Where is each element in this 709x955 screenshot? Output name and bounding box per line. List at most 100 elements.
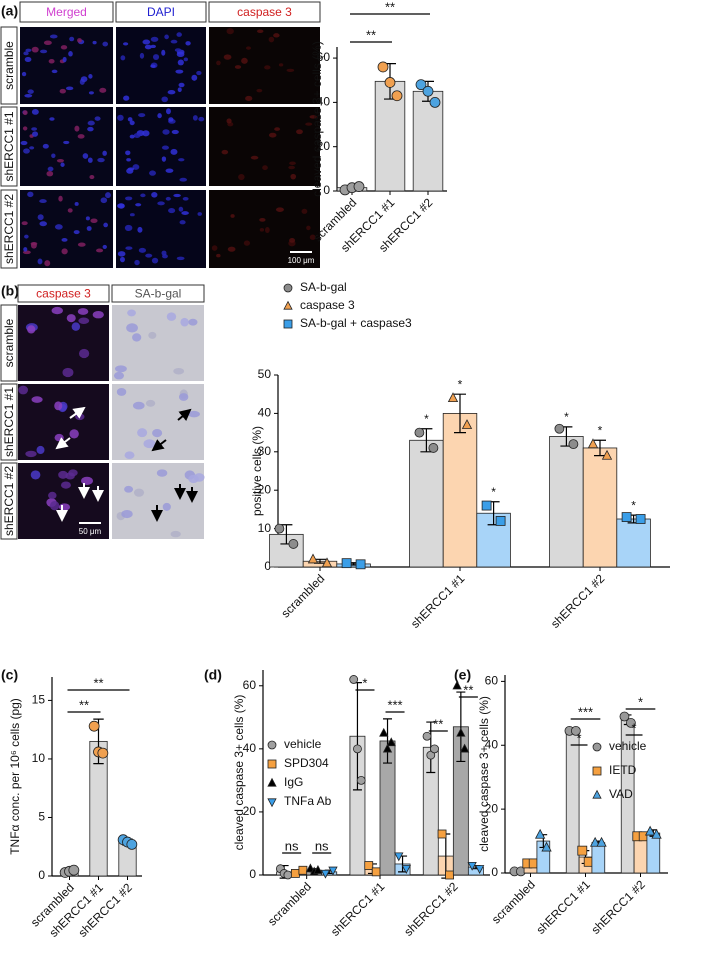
data-point xyxy=(601,449,613,460)
micrograph xyxy=(112,305,204,381)
cell xyxy=(31,46,39,53)
legend-marker xyxy=(283,300,293,310)
column-header: DAPI xyxy=(147,5,175,19)
micrographs: Merged DAPI caspase 3 scramble shERCC1 #1 shE… xyxy=(0,1,321,540)
cell xyxy=(216,60,221,66)
cell xyxy=(63,140,70,145)
cell xyxy=(97,157,105,163)
legend-label: IgG xyxy=(284,775,303,789)
cell xyxy=(256,88,263,93)
cell xyxy=(132,164,140,170)
cell xyxy=(127,117,133,122)
cell xyxy=(60,481,71,489)
cell xyxy=(59,88,66,94)
bar xyxy=(591,842,606,874)
y-tick-label: 40 xyxy=(243,741,257,755)
data-point xyxy=(577,845,588,856)
cell xyxy=(94,116,101,121)
cell xyxy=(148,331,157,339)
cell xyxy=(62,56,67,63)
cell xyxy=(25,450,37,458)
cell xyxy=(161,145,169,150)
cell xyxy=(44,260,51,267)
x-tick-label: shERCC1 #2 xyxy=(401,879,461,939)
data-point xyxy=(467,861,477,871)
cell xyxy=(152,428,163,438)
cell xyxy=(92,310,104,319)
significance: * xyxy=(362,675,367,690)
cell xyxy=(171,129,179,135)
data-point xyxy=(568,439,579,450)
cell xyxy=(129,120,135,126)
y-axis-label: positive cells (%) xyxy=(250,426,264,516)
cell xyxy=(102,41,109,47)
data-point xyxy=(415,79,427,91)
significance: * xyxy=(632,720,637,735)
y-tick-label: 30 xyxy=(258,444,272,458)
cell xyxy=(73,230,80,235)
data-point xyxy=(353,181,365,192)
y-tick-label: 15 xyxy=(32,693,46,707)
cell xyxy=(264,65,271,70)
cell xyxy=(23,247,28,252)
bar xyxy=(633,835,648,874)
cell xyxy=(268,132,277,138)
cell xyxy=(58,195,63,202)
cell xyxy=(24,234,29,239)
cell xyxy=(20,140,28,146)
panel-label: (e) xyxy=(454,667,471,683)
data-point xyxy=(554,423,565,434)
cell xyxy=(90,218,98,224)
cell xyxy=(30,242,37,249)
data-point xyxy=(430,744,439,754)
cell xyxy=(56,159,64,163)
cell xyxy=(309,234,316,240)
legend-label: caspase 3 xyxy=(300,298,355,312)
panel-label: (c) xyxy=(1,667,18,683)
legend-marker xyxy=(283,319,293,329)
row-header: shERCC1 #1 xyxy=(2,111,16,181)
cell xyxy=(54,433,64,442)
cell xyxy=(145,253,153,258)
bar xyxy=(646,832,661,874)
cell xyxy=(120,55,126,61)
cell xyxy=(132,401,145,410)
data-point xyxy=(290,869,300,878)
cell xyxy=(178,82,185,88)
cell xyxy=(49,501,60,511)
cell xyxy=(188,474,199,484)
column-header: SA-b-gal xyxy=(135,287,182,301)
cell xyxy=(114,365,127,373)
y-tick-label: 0 xyxy=(264,559,271,573)
y-axis-label: cleaved caspase 3+ cells (%) xyxy=(477,696,491,852)
cell xyxy=(31,396,43,403)
data-point xyxy=(452,680,462,690)
cell xyxy=(117,114,124,121)
cell xyxy=(129,213,135,217)
cell xyxy=(127,167,135,171)
cell xyxy=(67,208,73,213)
data-point xyxy=(307,553,319,564)
bar xyxy=(412,90,444,192)
cell xyxy=(86,226,92,231)
cell xyxy=(275,207,284,212)
cell xyxy=(162,129,170,135)
data-point xyxy=(456,727,466,737)
row-header-box xyxy=(0,26,18,105)
cell xyxy=(296,129,303,135)
data-point xyxy=(461,419,473,429)
cell xyxy=(162,254,168,259)
y-tick-label: 20 xyxy=(258,482,272,496)
cell xyxy=(122,42,129,46)
cell xyxy=(47,166,54,172)
cell xyxy=(278,63,284,67)
cell xyxy=(66,314,76,323)
data-point xyxy=(445,870,454,880)
cell xyxy=(39,221,47,227)
cell xyxy=(273,33,280,38)
cell xyxy=(74,202,79,206)
significance: * xyxy=(491,485,496,499)
legend-label: vehicle xyxy=(284,737,322,751)
